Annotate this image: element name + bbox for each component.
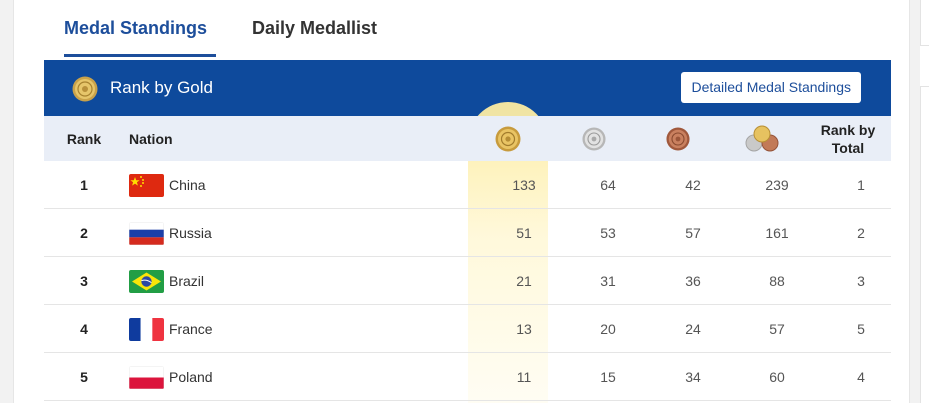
china-flag-icon [129, 173, 164, 197]
gold-medal-icon [72, 76, 98, 102]
nation-name: Poland [169, 369, 213, 385]
banner-title: Rank by Gold [110, 78, 213, 97]
rank-by-total-cell: 2 [857, 225, 865, 241]
nation-name: China [169, 177, 206, 193]
rank-by-total-cell: 3 [857, 273, 865, 289]
silver-count: 53 [600, 225, 616, 241]
table-row[interactable]: 4 France 13 20 24 57 5 [44, 305, 891, 353]
tab-daily-medallist[interactable]: Daily Medallist [252, 18, 378, 38]
total-count: 88 [769, 273, 785, 289]
bronze-count: 34 [685, 369, 701, 385]
bronze-count: 57 [685, 225, 701, 241]
table-row[interactable]: 5 Poland 11 15 34 60 4 [44, 353, 891, 401]
nation-cell: Brazil [129, 257, 329, 305]
medal-card: Medal Standings Daily Medallist Rank by … [13, 0, 910, 403]
gold-count: 133 [512, 177, 536, 193]
rank-cell: 3 [80, 273, 88, 289]
table-row[interactable]: 2 Russia 51 53 57 161 2 [44, 209, 891, 257]
active-tab-underline [64, 54, 216, 57]
adjacent-panel-edge [920, 0, 929, 403]
gold-count: 13 [516, 321, 532, 337]
gold-medal-icon [495, 126, 521, 151]
header-gold [468, 116, 548, 161]
nation-name: Brazil [169, 273, 205, 289]
detailed-standings-button[interactable]: Detailed Medal Standings [681, 72, 861, 103]
total-count: 57 [769, 321, 785, 337]
silver-count: 31 [600, 273, 616, 289]
table-header: Rank Nation [44, 116, 891, 161]
header-bronze [638, 116, 718, 161]
total-medals-icon [745, 125, 779, 151]
russia-flag-icon [129, 221, 164, 245]
header-total [722, 116, 802, 161]
header-nation: Nation [129, 130, 173, 147]
rank-by-total-cell: 4 [857, 369, 865, 385]
rank-cell: 2 [80, 225, 88, 241]
total-count: 60 [769, 369, 785, 385]
bronze-count: 36 [685, 273, 701, 289]
silver-count: 20 [600, 321, 616, 337]
brazil-flag-icon [129, 269, 164, 293]
nation-cell: France [129, 305, 329, 353]
total-count: 239 [765, 177, 789, 193]
gold-count: 11 [516, 369, 532, 385]
gold-count: 51 [516, 225, 532, 241]
nation-cell: China [129, 161, 329, 209]
bronze-medal-icon [666, 126, 690, 151]
nation-name: France [169, 321, 213, 337]
nation-name: Russia [169, 225, 212, 241]
rank-by-total-cell: 1 [857, 177, 865, 193]
header-rank-by-total: Rank by Total [820, 121, 876, 156]
silver-medal-icon [582, 126, 606, 151]
rank-cell: 1 [80, 177, 88, 193]
adjacent-panel-notch [920, 45, 929, 87]
rank-cell: 5 [80, 369, 88, 385]
gold-count: 21 [516, 273, 532, 289]
header-rank: Rank [66, 130, 102, 147]
nation-cell: Russia [129, 209, 329, 257]
poland-flag-icon [129, 365, 164, 389]
rank-banner: Rank by Gold Detailed Medal Standings [44, 60, 891, 116]
tab-medal-standings[interactable]: Medal Standings [64, 18, 208, 38]
rank-cell: 4 [80, 321, 88, 337]
table-row[interactable]: 1 China 133 64 42 239 1 [44, 161, 891, 209]
rank-by-total-cell: 5 [857, 321, 865, 337]
silver-count: 64 [600, 177, 616, 193]
header-silver [554, 116, 634, 161]
nation-cell: Poland [129, 353, 329, 401]
silver-count: 15 [600, 369, 616, 385]
bronze-count: 24 [685, 321, 701, 337]
france-flag-icon [129, 317, 164, 341]
total-count: 161 [765, 225, 789, 241]
bronze-count: 42 [685, 177, 701, 193]
table-row[interactable]: 3 Brazil 21 31 36 88 3 [44, 257, 891, 305]
